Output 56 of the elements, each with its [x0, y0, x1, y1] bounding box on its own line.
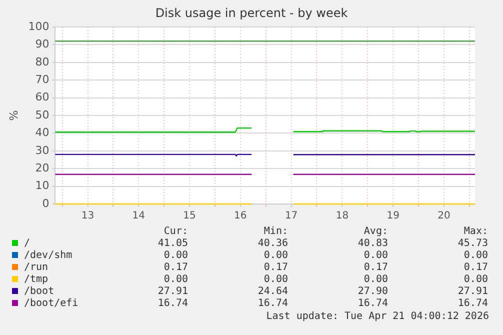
text: 16.74: [356, 298, 388, 310]
y-tick-label: 70: [35, 72, 50, 86]
text: Cur:: [162, 226, 188, 238]
text: 0.17: [262, 262, 288, 274]
text: 27.91: [456, 286, 488, 298]
text: 0.17: [162, 262, 188, 274]
y-tick-label: 100: [28, 20, 50, 33]
text: 0.00: [262, 250, 288, 262]
y-tick-label: 90: [35, 38, 50, 51]
legend-label: /dev/shm: [23, 250, 74, 262]
text: 24.64: [256, 286, 288, 298]
y-axis-title: %: [7, 110, 20, 121]
text: Last update: Tue Apr 21 04:00:12 2026: [266, 311, 489, 322]
text: 0.00: [462, 250, 488, 262]
text: 27.91: [156, 286, 188, 298]
text: 16.74: [156, 298, 188, 310]
x-tick-label: 20: [438, 210, 450, 222]
x-tick-label: 18: [336, 210, 349, 222]
text: Max:: [462, 226, 488, 238]
y-tick-label: 10: [35, 179, 50, 192]
x-tick-label: 13: [81, 210, 94, 222]
x-tick-label: 16: [234, 210, 247, 222]
text: 45.73: [456, 238, 488, 250]
y-tick-label: 30: [35, 144, 50, 157]
text: 40.36: [256, 238, 288, 250]
text: 41.05: [156, 238, 188, 250]
legend-label: /tmp: [23, 274, 50, 286]
text: 16.74: [256, 298, 288, 310]
y-tick-label: 40: [35, 126, 50, 140]
legend-label: /boot: [23, 286, 56, 298]
y-tick-label: 20: [35, 161, 50, 174]
x-tick-label: 19: [386, 210, 400, 222]
x-tick-label: 14: [132, 210, 146, 222]
y-tick-label: 50: [35, 108, 50, 122]
text: 0.17: [362, 262, 388, 274]
text: 0.00: [262, 274, 288, 286]
y-tick-label: 0: [42, 196, 50, 210]
text: 0.00: [462, 274, 488, 286]
text: 0.00: [162, 274, 188, 286]
text: 27.90: [356, 286, 388, 298]
text: 0.17: [462, 262, 488, 274]
legend-label: /run: [23, 262, 50, 274]
y-tick-label: 60: [35, 90, 50, 104]
text: Min:: [262, 226, 288, 238]
text: 0.00: [362, 250, 388, 262]
x-tick-label: 15: [183, 210, 196, 222]
text: 0.00: [362, 274, 388, 286]
text: 40.83: [356, 238, 388, 250]
text: Avg:: [362, 226, 388, 238]
x-tick-label: 17: [284, 210, 298, 222]
text: 16.74: [456, 298, 488, 310]
chart-title: Disk usage in percent - by week: [154, 6, 349, 20]
text: 0.00: [162, 250, 188, 262]
legend-label: /: [23, 238, 32, 250]
legend-label: /boot/efi: [23, 298, 80, 310]
y-tick-label: 80: [35, 55, 50, 68]
